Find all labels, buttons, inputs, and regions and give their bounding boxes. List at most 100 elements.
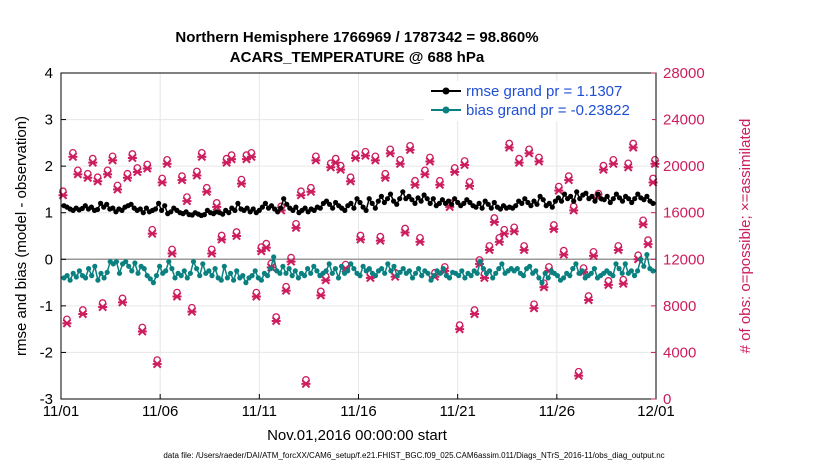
bias-point [446, 275, 453, 281]
obs-point [256, 243, 266, 256]
bias-point [431, 273, 437, 279]
rmse-point [583, 190, 589, 196]
rmse-point [568, 193, 574, 199]
obs-point [415, 233, 425, 247]
rmse-point [159, 207, 165, 213]
rmse-point [162, 203, 168, 209]
bias-point [218, 277, 224, 283]
x-tick-label: 11/26 [539, 403, 575, 420]
rmse-point [137, 206, 143, 212]
rmse-point [232, 207, 238, 213]
legend-marker-rmse [442, 87, 450, 95]
obs-point [643, 236, 653, 249]
bias-point [206, 268, 212, 274]
rmse-point [571, 198, 577, 204]
obs-point [465, 178, 475, 191]
bias-point [425, 270, 431, 276]
rmse-point [110, 205, 116, 211]
bias-point [157, 263, 163, 269]
rmse-point [360, 204, 366, 210]
obs-point [375, 232, 385, 245]
rmse-point [226, 210, 232, 216]
obs-point [197, 148, 207, 162]
bias-point [268, 266, 274, 272]
rmse-point [467, 199, 473, 206]
bias-point [533, 268, 539, 274]
obs-point [113, 181, 123, 194]
rmse-point [250, 206, 256, 212]
bias-point [144, 273, 150, 279]
bias-point [635, 268, 641, 274]
rmse-point [439, 197, 445, 203]
rmse-point [342, 207, 348, 213]
rmse-point [363, 207, 369, 213]
rmse-point [140, 210, 146, 216]
obs-point [346, 173, 356, 186]
rmse-point [650, 200, 656, 206]
rmse-point [415, 195, 421, 201]
bias-point [588, 270, 594, 276]
rmse-point [333, 199, 339, 206]
bias-point [326, 261, 332, 267]
bias-point [348, 261, 354, 267]
obs-point [395, 155, 405, 169]
bias-point [194, 266, 200, 272]
rmse-point [546, 200, 552, 206]
bias-point [277, 270, 283, 276]
bias-point [116, 270, 123, 276]
rmse-point [391, 198, 397, 204]
bias-point [413, 270, 419, 276]
bias-point [83, 275, 89, 281]
y-tick-label: 0 [45, 251, 53, 268]
rmse-point [449, 201, 455, 207]
bias-point [628, 268, 635, 274]
obs-point [638, 216, 648, 229]
rmse-point [284, 201, 290, 207]
y2-tick-label: 20000 [663, 158, 705, 175]
bias-point [264, 273, 271, 279]
bias-point [227, 270, 234, 276]
bias-point [406, 268, 412, 274]
bias-point [147, 276, 153, 282]
rmse-point [537, 193, 543, 199]
bias-point [150, 280, 156, 286]
x-axis: 11/01 11/06 11/11 11/16 11/21 11/26 12/01 [43, 394, 675, 420]
obs-point [524, 145, 534, 158]
obs-point [435, 176, 445, 190]
rmse-point [381, 199, 387, 206]
bias-point [123, 259, 129, 265]
bias-point [591, 266, 598, 272]
bias-point [385, 261, 391, 267]
obs-point [608, 155, 618, 169]
bias-point [163, 268, 169, 274]
rmse-point [528, 203, 534, 209]
bias-point [570, 266, 576, 272]
bias-point [64, 273, 70, 279]
y2-tick-label: 4000 [663, 344, 696, 361]
rmse-point [641, 197, 647, 203]
bias-point [613, 261, 619, 267]
bias-point [372, 273, 379, 279]
rmse-point [366, 196, 372, 202]
bias-point [224, 275, 230, 281]
rmse-point [143, 205, 149, 211]
bias-point [104, 269, 110, 275]
bias-point [141, 266, 147, 272]
rmse-point [601, 197, 607, 203]
rmse-point [592, 198, 598, 204]
rmse-point [427, 200, 433, 206]
bias-point [126, 263, 132, 269]
obs-point [589, 247, 599, 261]
obs-point [400, 224, 410, 237]
bias-point [388, 268, 394, 274]
rmse-point [281, 196, 287, 202]
obs-point [529, 300, 539, 313]
bias-point [98, 270, 104, 276]
bias-point [459, 268, 465, 274]
bias-point [132, 260, 138, 266]
x-tick-label: 11/16 [340, 403, 376, 420]
bias-point [243, 280, 249, 286]
rmse-point [317, 205, 323, 211]
obs-point [291, 220, 301, 233]
y-tick-label: -3 [40, 391, 53, 408]
